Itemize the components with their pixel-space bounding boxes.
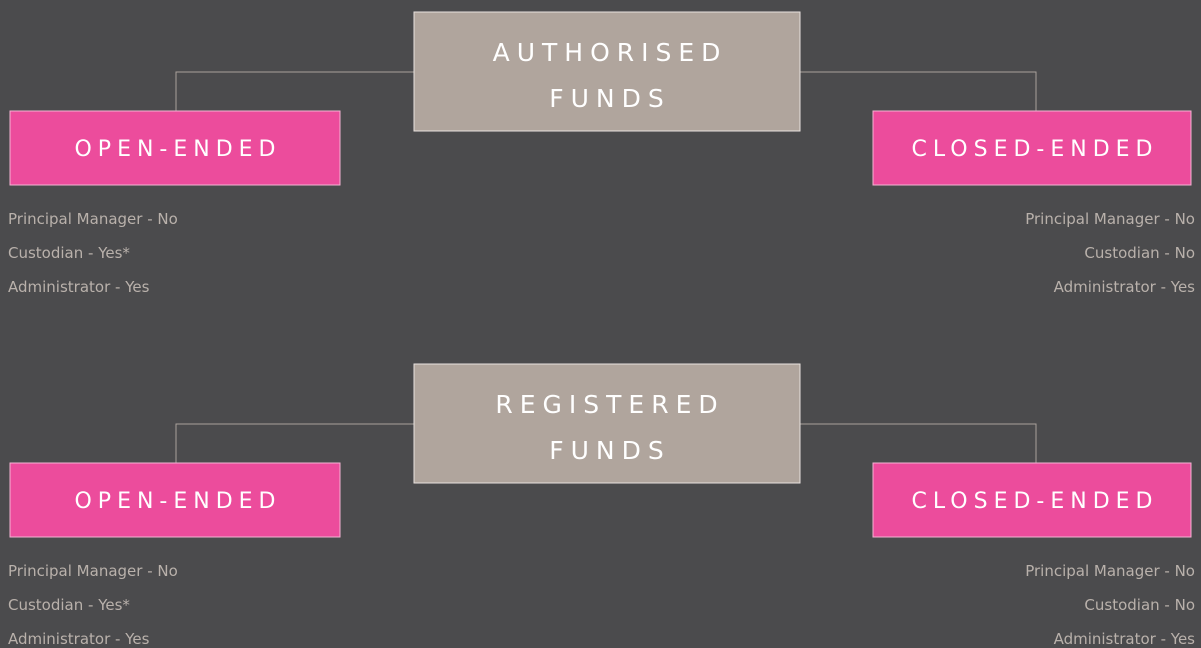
fund-title: AUTHORISED (493, 38, 728, 67)
connector (175, 423, 414, 463)
requirement: Custodian - Yes* (8, 596, 130, 614)
connector (800, 71, 1037, 111)
type-box (9, 110, 341, 186)
requirement: Custodian - Yes* (8, 244, 130, 262)
type-label: CLOSED-ENDED (911, 137, 1158, 162)
requirement: Principal Manager - No (8, 562, 178, 580)
fund-title: FUNDS (549, 436, 671, 465)
requirement: Custodian - No (1084, 244, 1195, 262)
requirement: Principal Manager - No (1025, 562, 1195, 580)
type-label: OPEN-ENDED (74, 489, 281, 514)
requirement: Administrator - Yes (8, 630, 150, 648)
type-box (9, 462, 341, 538)
type-box (872, 462, 1192, 538)
fund-box (413, 11, 801, 132)
requirement: Principal Manager - No (8, 210, 178, 228)
requirement: Administrator - Yes (8, 278, 150, 296)
type-box (872, 110, 1192, 186)
fund-title: REGISTERED (495, 390, 724, 419)
requirement: Administrator - Yes (1054, 278, 1196, 296)
connector (175, 71, 414, 111)
connector (800, 423, 1037, 463)
fund-box (413, 363, 801, 484)
requirement: Principal Manager - No (1025, 210, 1195, 228)
requirement: Administrator - Yes (1054, 630, 1196, 648)
requirement: Custodian - No (1084, 596, 1195, 614)
type-label: OPEN-ENDED (74, 137, 281, 162)
fund-title: FUNDS (549, 84, 671, 113)
type-label: CLOSED-ENDED (911, 489, 1158, 514)
